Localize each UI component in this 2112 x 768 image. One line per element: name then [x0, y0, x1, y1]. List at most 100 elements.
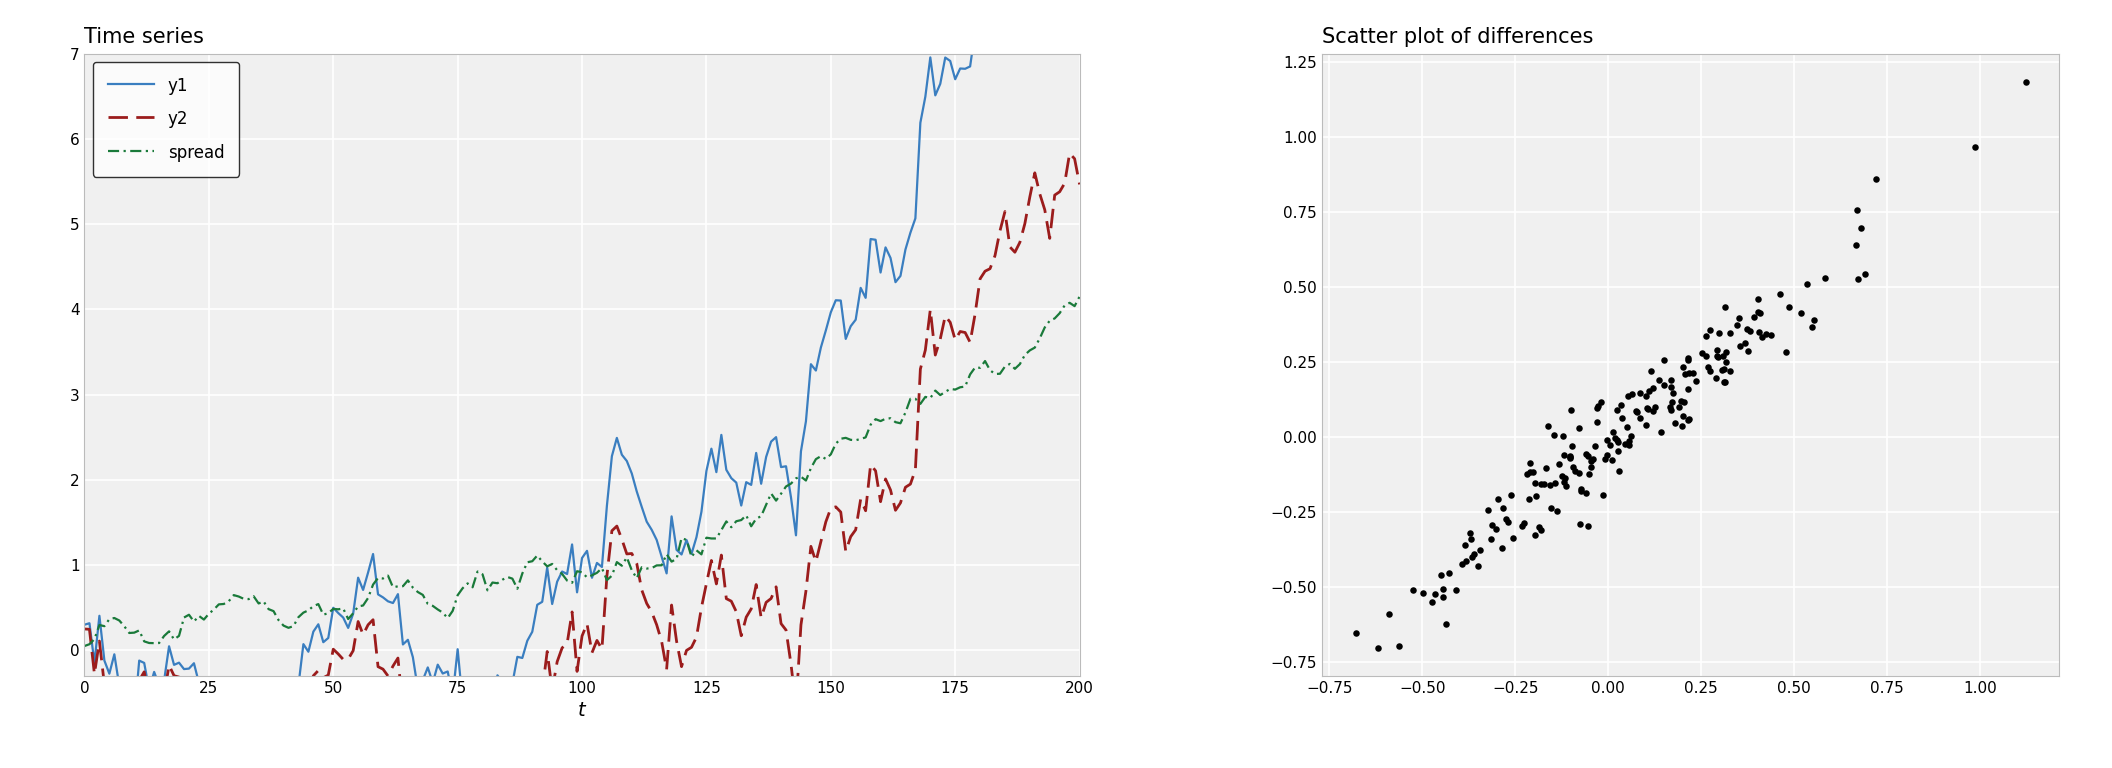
Point: [1590, 434, 1624, 446]
Point: [1633, 385, 1666, 397]
y2: [1067, 180, 1092, 189]
Point: [1552, 452, 1586, 464]
Point: [1671, 353, 1704, 365]
spread: [490, 575, 515, 584]
Point: [1485, 542, 1519, 554]
Point: [1396, 584, 1430, 597]
Point: [1519, 489, 1552, 502]
Point: [1474, 533, 1508, 545]
y1: [76, 618, 101, 627]
spread: [608, 561, 634, 571]
Point: [1552, 451, 1586, 463]
Point: [1481, 492, 1514, 505]
Point: [1582, 400, 1616, 412]
Point: [1728, 336, 1761, 349]
Point: [1512, 456, 1546, 468]
Point: [1510, 468, 1544, 480]
Point: [1601, 465, 1635, 478]
Point: [1563, 467, 1597, 479]
Point: [1571, 468, 1605, 480]
Point: [1685, 347, 1719, 359]
Point: [1624, 412, 1658, 424]
Point: [1675, 366, 1709, 379]
Point: [2009, 76, 2042, 88]
Point: [1546, 469, 1580, 482]
Point: [1559, 465, 1592, 478]
spread: [76, 640, 101, 649]
Point: [1563, 485, 1597, 497]
Point: [1795, 321, 1829, 333]
y1: [72, 620, 97, 629]
Point: [1590, 449, 1624, 462]
Point: [1563, 518, 1597, 530]
Point: [1723, 311, 1757, 323]
Point: [1571, 520, 1605, 532]
Point: [1519, 477, 1552, 489]
Point: [1417, 588, 1451, 601]
Point: [1730, 323, 1764, 335]
Point: [1679, 375, 1713, 387]
Point: [1668, 396, 1702, 408]
Point: [1641, 374, 1675, 386]
Point: [1706, 362, 1740, 375]
Point: [1599, 434, 1633, 446]
Point: [1360, 641, 1394, 654]
Point: [1690, 349, 1723, 362]
Point: [1546, 449, 1580, 462]
Point: [1654, 401, 1687, 413]
Point: [1578, 439, 1611, 452]
Point: [1548, 479, 1582, 492]
y1: [615, 456, 640, 465]
Point: [1607, 438, 1641, 450]
Point: [1453, 527, 1487, 539]
Point: [1713, 326, 1747, 339]
Point: [1616, 388, 1649, 400]
Point: [1605, 399, 1639, 412]
Point: [1622, 387, 1656, 399]
Point: [1656, 387, 1690, 399]
Point: [1552, 450, 1586, 462]
Point: [1742, 326, 1776, 338]
Point: [1580, 402, 1614, 414]
Point: [1840, 239, 1873, 251]
Point: [1647, 354, 1681, 366]
Point: [1692, 323, 1726, 336]
Point: [1637, 382, 1671, 394]
Point: [1462, 560, 1495, 572]
Point: [1662, 401, 1696, 413]
Point: [1690, 330, 1723, 343]
Text: Scatter plot of differences: Scatter plot of differences: [1322, 27, 1592, 47]
spread: [1067, 292, 1092, 301]
Point: [1428, 617, 1462, 630]
Point: [1706, 376, 1740, 388]
Point: [1586, 488, 1620, 501]
Point: [1848, 268, 1882, 280]
Point: [1700, 343, 1734, 356]
Point: [1597, 425, 1630, 438]
Point: [1563, 482, 1597, 495]
X-axis label: t: t: [579, 701, 585, 720]
Point: [1704, 363, 1738, 376]
Point: [1584, 396, 1618, 408]
Point: [1445, 558, 1478, 571]
Point: [1666, 409, 1700, 422]
y2: [435, 699, 460, 708]
Point: [1755, 329, 1789, 341]
Point: [1764, 288, 1797, 300]
Point: [1495, 488, 1529, 501]
Point: [1709, 346, 1742, 358]
Point: [1620, 406, 1654, 419]
Line: spread: spread: [84, 296, 1079, 646]
Point: [1745, 331, 1778, 343]
Point: [1527, 478, 1561, 491]
Point: [1571, 450, 1605, 462]
Point: [1609, 421, 1643, 433]
Point: [1601, 404, 1635, 416]
Point: [1772, 301, 1806, 313]
Point: [1601, 445, 1635, 457]
Point: [1449, 539, 1483, 551]
spread: [72, 641, 97, 650]
Point: [1654, 404, 1687, 416]
Point: [1426, 582, 1459, 594]
y2: [161, 671, 186, 680]
